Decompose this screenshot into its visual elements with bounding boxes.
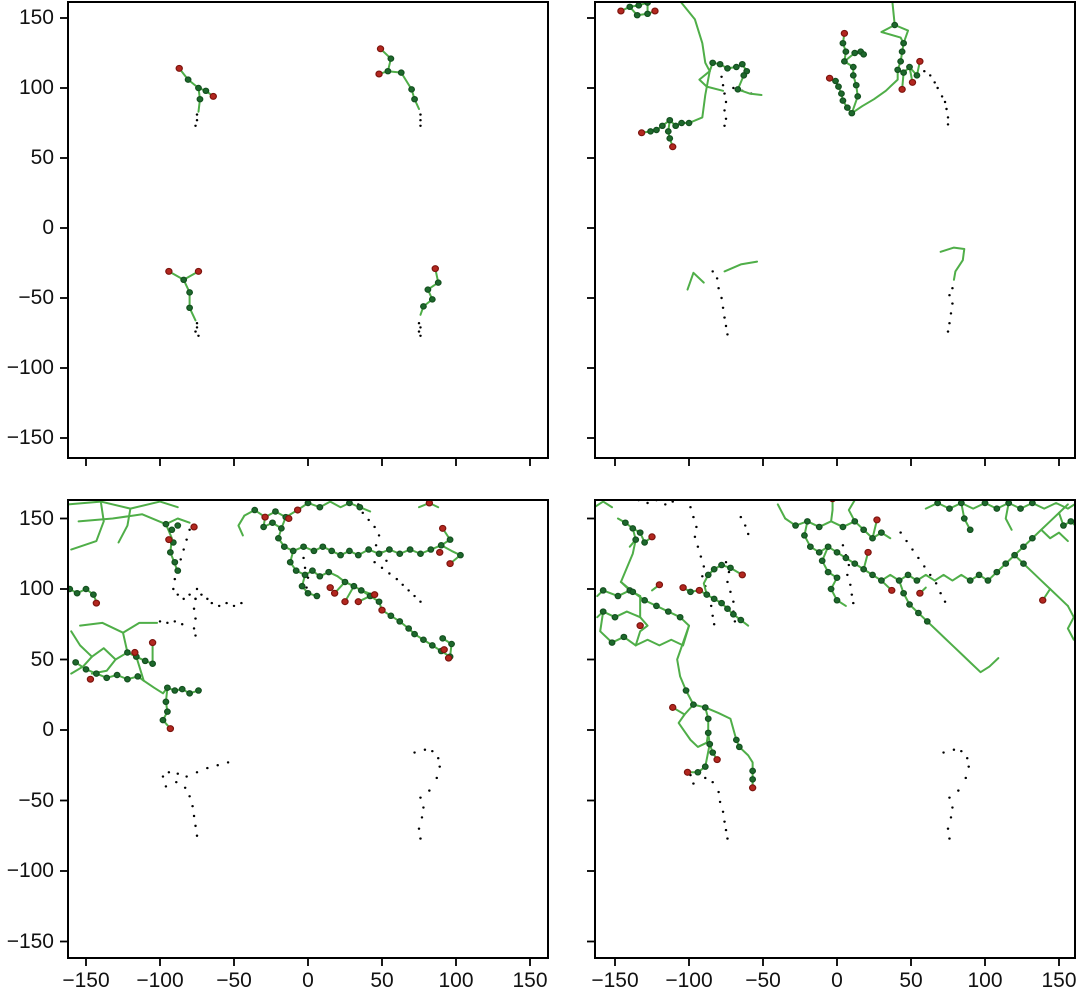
y-tick-label: 50 [30, 647, 54, 671]
y-tick-label: −150 [6, 929, 54, 953]
trail-dots [194, 113, 422, 337]
trail-dots [158, 503, 441, 840]
y-tick-label: 150 [18, 6, 54, 29]
plot-frame [68, 2, 548, 458]
y-tick-label: 100 [18, 76, 54, 99]
x-tick-label: −150 [591, 969, 639, 992]
y-tick-label: 0 [42, 718, 54, 741]
x-tick-label: 0 [831, 969, 843, 992]
x-tick-label: 150 [512, 969, 548, 992]
y-tick-label: −100 [6, 859, 54, 882]
plot-frame [595, 500, 1075, 958]
y-tick-label: −150 [6, 426, 54, 449]
panel-bottom-right [595, 500, 1075, 958]
node-dots [180, 55, 442, 312]
panel-top-left [68, 2, 548, 458]
node-dots [626, 2, 921, 142]
axis-ticks [587, 18, 1059, 466]
axis-ticks [60, 519, 530, 967]
y-tick-label: −50 [18, 788, 54, 812]
green-network [68, 502, 460, 729]
x-tick-label: 50 [370, 969, 394, 992]
x-tick-label: −50 [745, 969, 781, 992]
x-tick-label: 0 [302, 969, 314, 992]
tip-dots [636, 500, 1047, 792]
y-tick-label: 50 [30, 146, 54, 169]
x-tick-label: −50 [216, 969, 252, 992]
node-dots [599, 500, 1075, 783]
x-tick-label: −150 [62, 969, 110, 992]
trail-dots [711, 70, 954, 336]
x-tick-label: 100 [438, 969, 474, 992]
tip-dots [617, 7, 924, 151]
trail-dots [637, 500, 970, 840]
green-network [169, 49, 438, 321]
tip-dots [86, 500, 454, 733]
y-tick-label: 150 [18, 506, 54, 530]
node-dots [68, 500, 464, 724]
y-tick-label: −100 [6, 356, 54, 379]
y-tick-label: −50 [18, 286, 54, 309]
panel-bottom-left [68, 500, 548, 958]
panel-top-right [595, 2, 1075, 458]
x-tick-label: 100 [967, 969, 1003, 992]
x-tick-label: −100 [665, 969, 713, 992]
plot-frame [68, 500, 548, 958]
axis-ticks [587, 519, 1059, 967]
y-tick-label: 0 [42, 216, 54, 239]
green-network [594, 499, 1078, 788]
plot-frame [595, 2, 1075, 458]
x-tick-label: 50 [899, 969, 923, 992]
y-tick-label: 100 [18, 577, 54, 600]
x-tick-label: −100 [136, 969, 184, 992]
x-tick-label: 150 [1041, 969, 1077, 992]
tip-dots [165, 45, 439, 275]
axis-ticks [60, 18, 530, 466]
